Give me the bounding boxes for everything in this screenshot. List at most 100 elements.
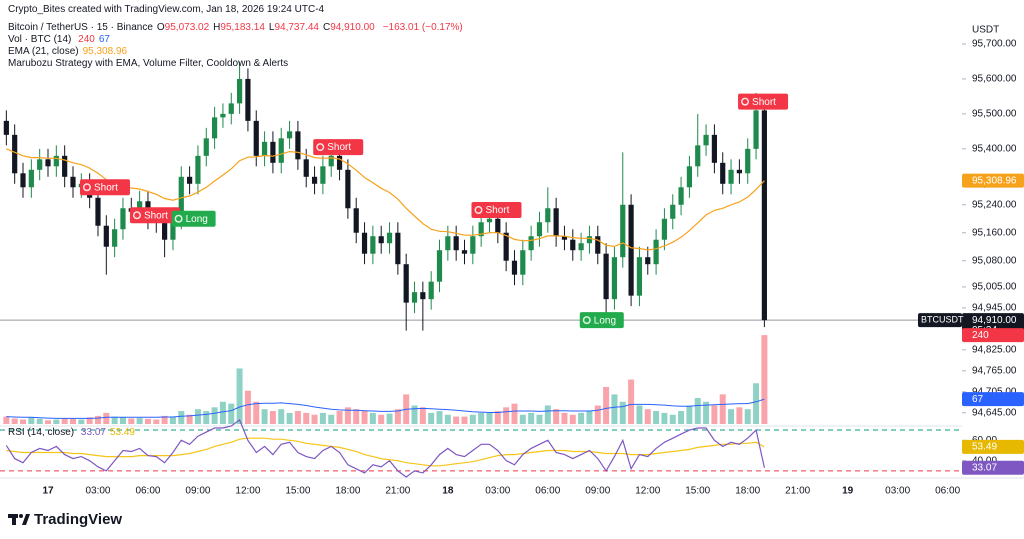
candle-body (303, 159, 309, 177)
x-tick-label: 21:00 (385, 486, 410, 497)
volume-bar (453, 416, 460, 424)
x-tick-label: 18:00 (735, 486, 760, 497)
volume-bar (753, 383, 760, 424)
volume-bar (694, 398, 701, 424)
candle-body (253, 120, 259, 156)
candle-body (95, 197, 101, 226)
volume-bar (736, 407, 743, 424)
candle-body (236, 78, 243, 104)
volume-bar (69, 418, 76, 424)
volume-bar (353, 409, 360, 424)
volume-bar (161, 415, 168, 424)
rsi-line (5, 418, 765, 478)
candle-body (536, 222, 543, 237)
volume-bar (569, 414, 576, 424)
candle-body (378, 236, 384, 244)
signal-label: Long (186, 214, 208, 225)
axis-layer: USDT 95,700.00 95,600.00 95,500.00 95,400.0… (42, 25, 1024, 497)
ohlc-label: C (322, 22, 331, 33)
volume-layer (3, 335, 768, 424)
volume-bar (203, 411, 210, 424)
volume-bar (578, 412, 585, 424)
y-tick-label: 95,160.00 (972, 227, 1017, 238)
volume-bar (386, 413, 393, 424)
candle-body (245, 78, 251, 121)
volume-bar (303, 412, 310, 424)
volume-bar (94, 415, 101, 424)
ohlc-label: H (213, 22, 221, 33)
candle-body (336, 155, 343, 170)
volume-label-box (962, 328, 1024, 343)
volume-bar (744, 409, 751, 424)
volume-bar (186, 414, 193, 424)
candle-body (645, 257, 651, 265)
ema-price-label-box (962, 173, 1024, 188)
candle-body (470, 236, 476, 254)
signal-box (129, 207, 180, 224)
signal-box (579, 312, 624, 329)
volume-bar (469, 414, 476, 424)
candle-body (478, 222, 484, 237)
candle-body (328, 155, 334, 167)
brand: TradingView (34, 511, 122, 528)
volume-bar (394, 409, 401, 424)
logo-dot (19, 514, 23, 518)
signal-icon-dot (134, 212, 140, 218)
candle-body (187, 176, 193, 184)
y-tick-label: 94,645.00 (972, 407, 1017, 418)
candle-body (261, 141, 268, 156)
candle-body (195, 155, 201, 184)
candle-body (203, 138, 209, 156)
signal-icon-dot (84, 184, 90, 190)
symbol-tag: BTCUSDT (921, 315, 964, 325)
frame (0, 425, 1024, 479)
x-tick-label: 06:00 (135, 486, 160, 497)
candle-body (445, 236, 451, 251)
candle-body (220, 113, 226, 118)
volume-title: Vol · BTC (14) (8, 34, 72, 45)
candle-body (636, 257, 643, 296)
candle-body (320, 166, 326, 184)
signal-icon-dot (317, 144, 323, 150)
volume-bar (261, 409, 268, 424)
signal-label: Short (144, 210, 168, 221)
candle-body (386, 232, 393, 244)
volume-bar (219, 401, 226, 424)
y-tick-label: 94,705.00 (972, 386, 1017, 397)
candle-body (586, 236, 593, 244)
volume-bar (728, 409, 735, 424)
ohlc-value: 94,910.00 (330, 22, 375, 33)
change: −163.01 (−0.17%) (382, 22, 463, 33)
candle-body (345, 169, 351, 209)
volume-bar (628, 379, 635, 424)
volume-label: 240 (972, 330, 989, 341)
volume-bar (528, 412, 535, 424)
volume-bar (286, 412, 293, 424)
ohlc: O95,073.02 H95,183.14 L94,737.44 C94,910.00 (157, 22, 379, 33)
signal-icon-dot (176, 216, 182, 222)
y-tick-label: 95,600.00 (972, 74, 1017, 85)
legend-symbol: Bitcoin / TetherUS · 15 · Binance O95,073… (8, 22, 467, 34)
signal-label: Short (752, 97, 776, 108)
volume-bar (478, 412, 485, 424)
volume-bar (678, 411, 685, 424)
volume-bar (619, 401, 626, 424)
volume-bar (178, 411, 185, 424)
symbol: Bitcoin / TetherUS · 15 · Binance (8, 22, 153, 33)
volume-bar (661, 412, 668, 424)
volume-bar (594, 405, 601, 424)
candle-body (70, 176, 76, 188)
candle-body (228, 103, 234, 114)
candle-body (745, 148, 751, 174)
candle-body (370, 236, 376, 254)
candle-body (295, 131, 301, 160)
y-tick-label: 94,945.00 (972, 303, 1017, 314)
candle-body (703, 134, 709, 146)
volume-bar (111, 416, 118, 424)
legend-volume: Vol · BTC (14) 240 67 (8, 34, 114, 46)
candle-body (595, 236, 601, 254)
volume-bar (686, 405, 693, 424)
x-tick-label: 06:00 (935, 486, 960, 497)
logo-slash (22, 514, 30, 525)
x-tick-label: 12:00 (635, 486, 660, 497)
